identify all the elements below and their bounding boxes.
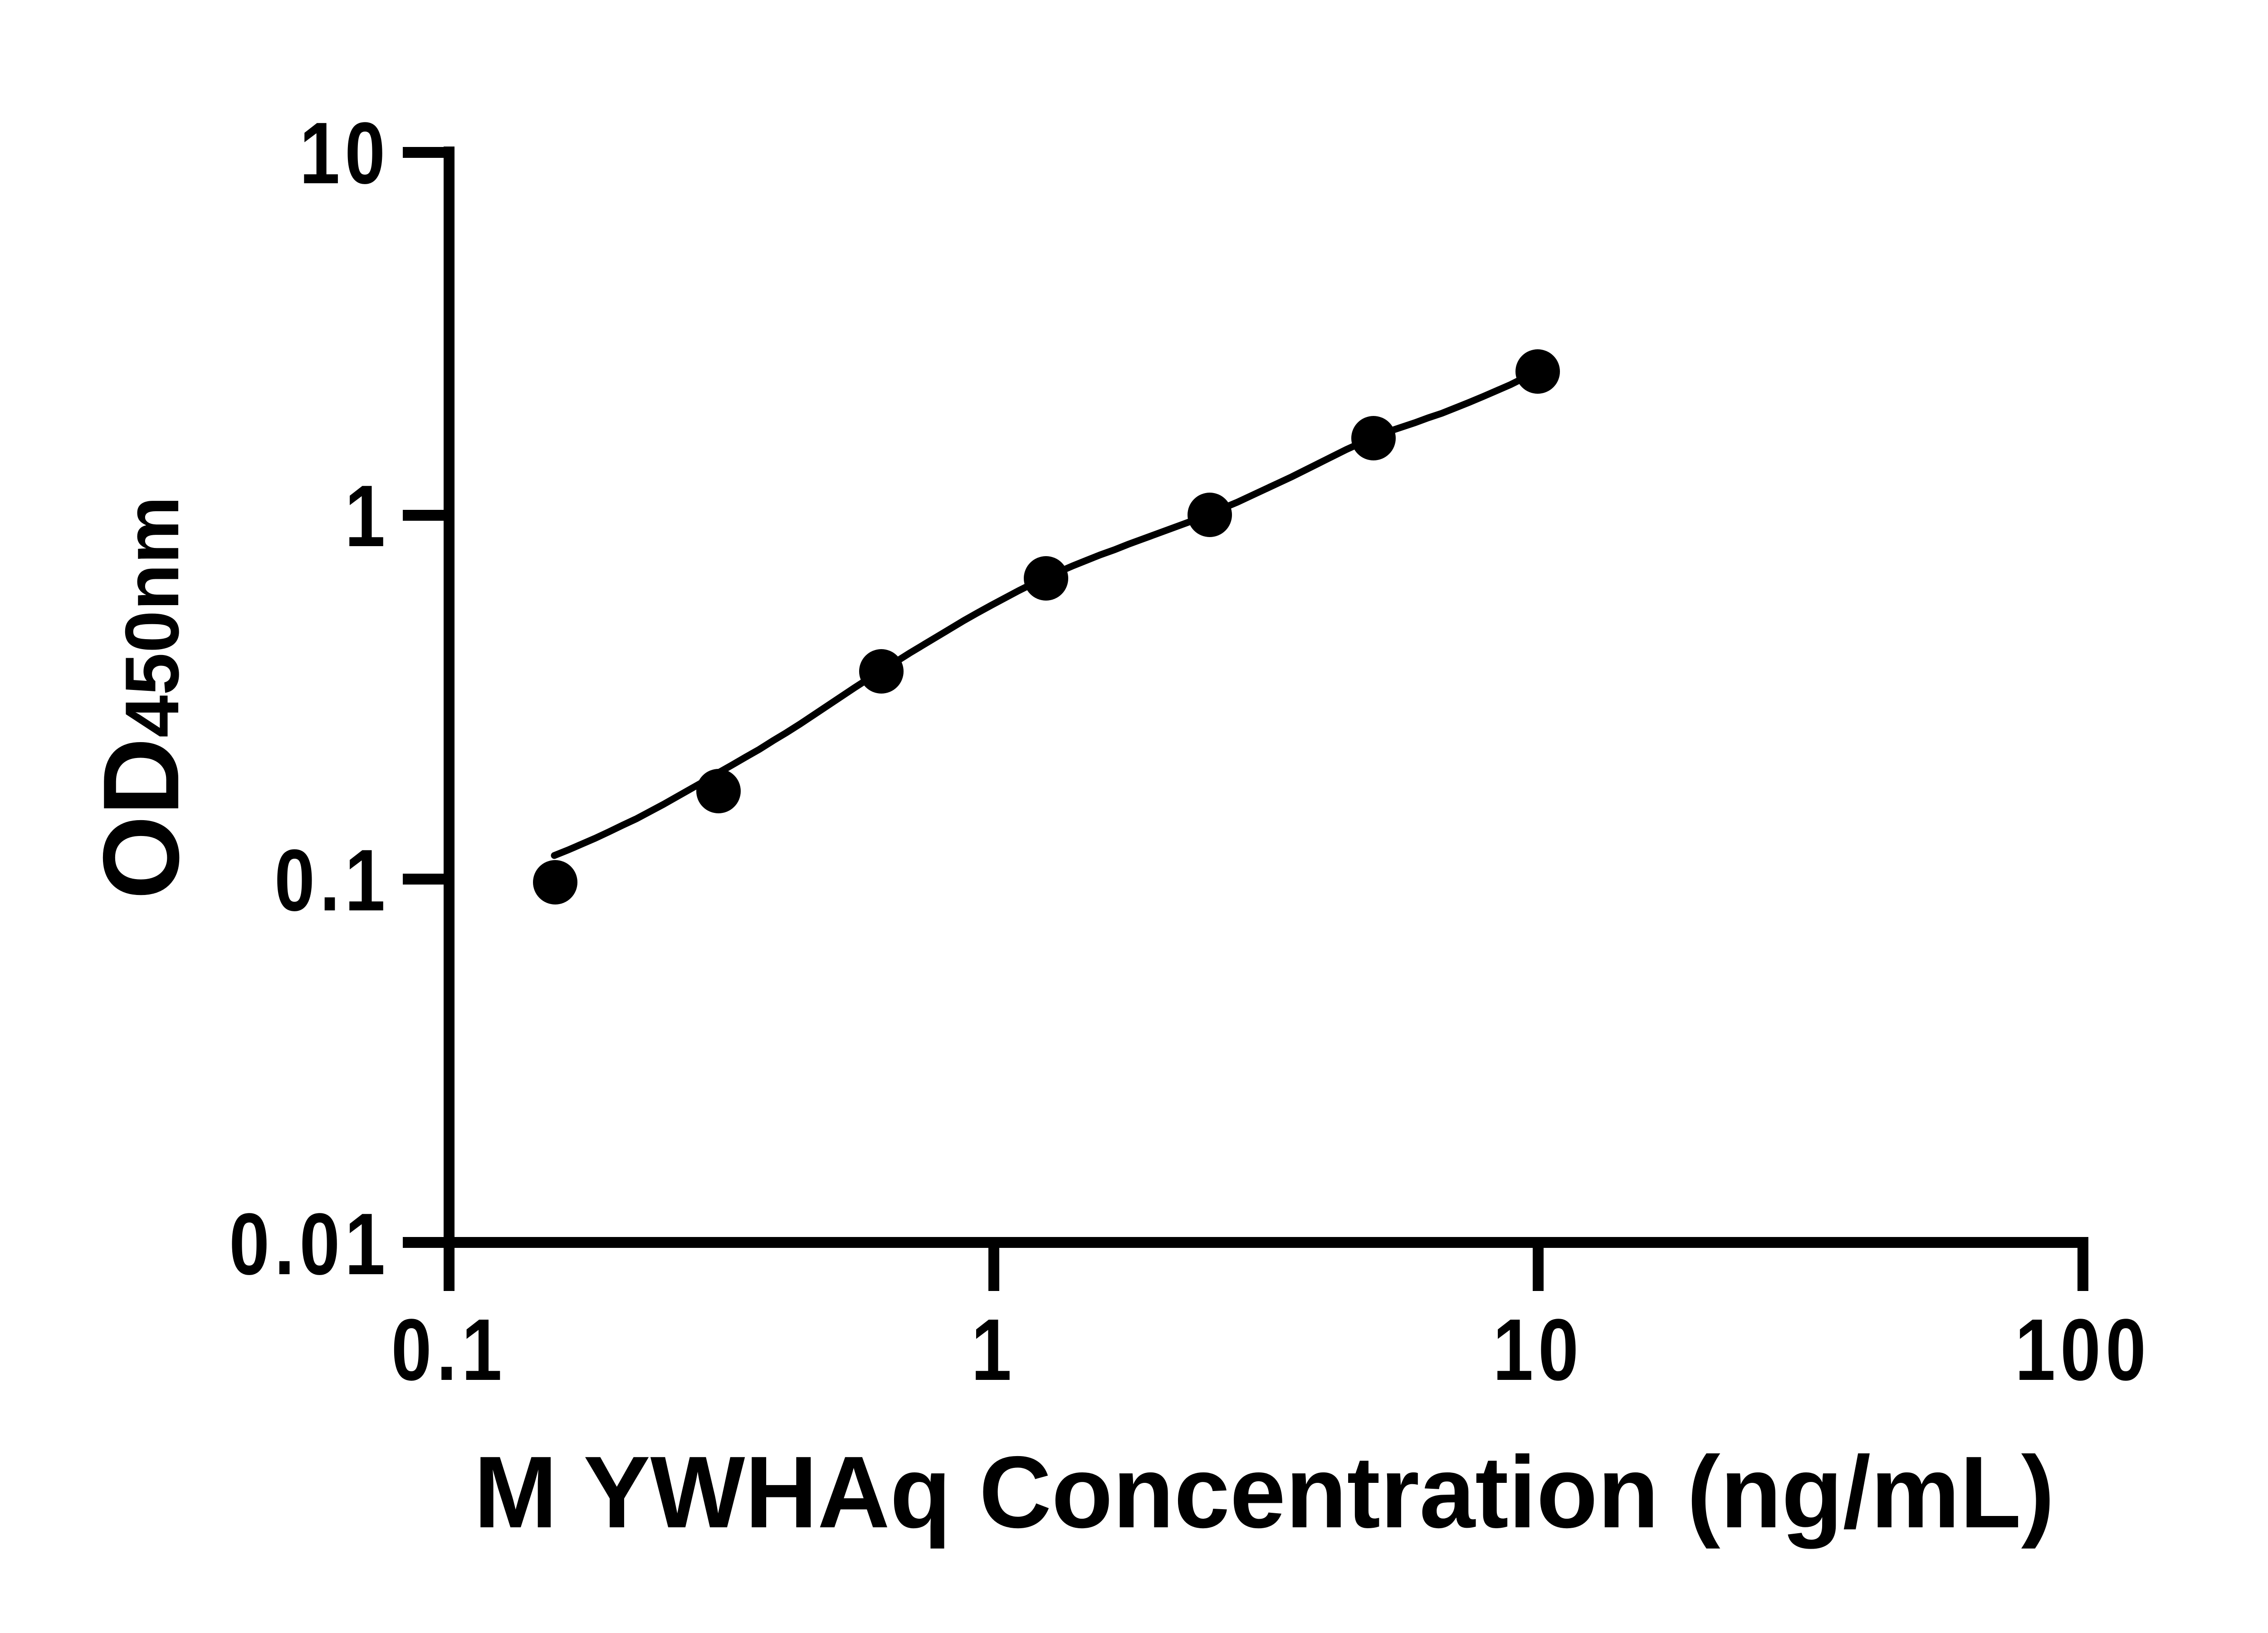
svg-text:M YWHAq Concentration (ng/mL): M YWHAq Concentration (ng/mL) [474,1435,2055,1549]
svg-text:1: 1 [345,467,390,565]
svg-text:10: 10 [299,104,390,202]
svg-text:0.1: 0.1 [391,1301,507,1399]
svg-text:10: 10 [1493,1301,1584,1399]
svg-text:100: 100 [2015,1301,2151,1399]
svg-text:0.1: 0.1 [274,831,390,929]
svg-text:0.01: 0.01 [229,1195,390,1293]
svg-text:1: 1 [971,1301,1017,1399]
